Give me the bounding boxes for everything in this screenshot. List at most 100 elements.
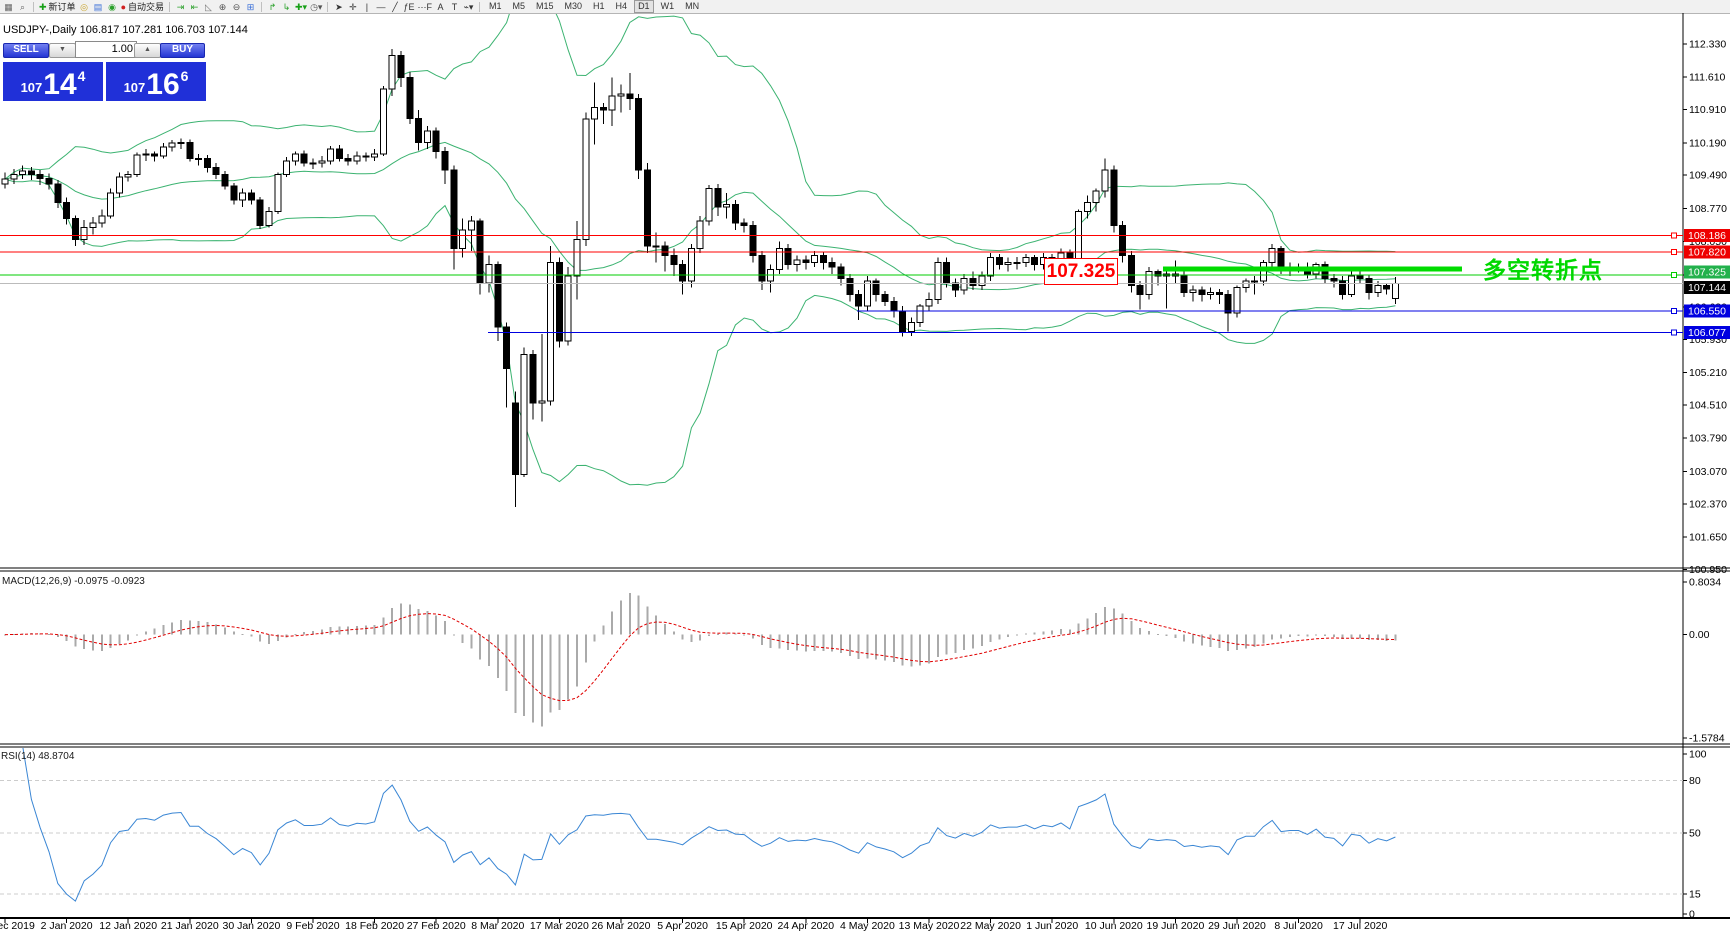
line-handle[interactable] bbox=[1671, 329, 1677, 336]
text-label-icon[interactable]: T bbox=[451, 1, 458, 12]
tile-windows-icon[interactable]: ⊞ bbox=[246, 1, 255, 12]
candle-body bbox=[1136, 284, 1144, 296]
candle-body bbox=[1374, 284, 1382, 293]
line-handle[interactable] bbox=[1671, 232, 1677, 239]
candle-body bbox=[599, 107, 607, 111]
candle-body bbox=[1127, 254, 1135, 286]
auto-scroll-icon[interactable]: ⇤ bbox=[190, 1, 199, 12]
candle-body bbox=[274, 174, 282, 213]
macd-histogram-bar bbox=[1359, 634, 1362, 639]
arrows-icon[interactable]: ⌁▾ bbox=[463, 1, 474, 12]
zoom-in-icon[interactable]: ⊕ bbox=[218, 1, 227, 12]
candle-body bbox=[1233, 287, 1241, 314]
candle-body bbox=[749, 224, 757, 256]
date-label: 5 Apr 2020 bbox=[657, 920, 708, 932]
candle-chart-icon[interactable]: ↳ bbox=[282, 1, 291, 12]
sell-button[interactable]: SELL bbox=[3, 43, 49, 58]
equidistant-channel-icon[interactable]: ⋯F bbox=[417, 1, 432, 12]
fibonacci-icon[interactable]: ƒE bbox=[403, 1, 415, 12]
crosshair-icon[interactable]: ✛ bbox=[349, 1, 357, 12]
macd-histogram-bar bbox=[127, 634, 130, 641]
timeframe-w1[interactable]: W1 bbox=[660, 1, 675, 11]
timeframe-h1[interactable]: H1 bbox=[593, 1, 605, 11]
zoom-out-icon[interactable]: ⊖ bbox=[232, 1, 241, 12]
candle-body bbox=[212, 167, 220, 176]
macd-histogram-bar bbox=[435, 615, 438, 635]
timeframe-m15[interactable]: M15 bbox=[536, 1, 554, 11]
timeframe-mn[interactable]: MN bbox=[685, 1, 700, 11]
macd-histogram-bar bbox=[884, 634, 886, 661]
line-handle[interactable] bbox=[1671, 272, 1677, 279]
volume-input[interactable]: 1.00 bbox=[75, 41, 137, 58]
macd-histogram-bar bbox=[1253, 634, 1256, 648]
candle-body bbox=[300, 153, 308, 164]
candle-body bbox=[907, 321, 915, 333]
zoom-profile-icon[interactable]: ⌕ bbox=[19, 1, 26, 12]
pivot-annotation[interactable]: 多空转折点 bbox=[1483, 258, 1603, 283]
candle-body bbox=[951, 282, 959, 291]
bar-chart-icon[interactable]: ↱ bbox=[268, 1, 277, 12]
chart-window-icon[interactable]: ▦ bbox=[4, 1, 13, 12]
bb-upper-band bbox=[4, 14, 1396, 253]
price-marker-label: 106.077 bbox=[1688, 327, 1726, 339]
vertical-line-icon[interactable]: | bbox=[365, 1, 369, 12]
candle-body bbox=[881, 294, 889, 303]
line-handle[interactable] bbox=[1671, 249, 1677, 256]
market-watch-icon[interactable]: ▤ bbox=[93, 1, 103, 12]
candle-body bbox=[327, 148, 335, 162]
candle-body bbox=[159, 146, 167, 157]
scale-fix-icon[interactable]: ◺ bbox=[205, 1, 212, 12]
timeframe-m5[interactable]: M5 bbox=[512, 1, 525, 11]
candle-body bbox=[863, 280, 871, 307]
autotrade-button[interactable]: ● 自动交易 bbox=[121, 1, 164, 13]
timeframe-menu-icon[interactable]: ◷▾ bbox=[310, 1, 323, 12]
macd-histogram-bar bbox=[1060, 629, 1062, 635]
candle-body bbox=[353, 155, 361, 162]
volume-increase-button[interactable]: ▲ bbox=[134, 43, 161, 58]
macd-histogram-bar bbox=[523, 634, 526, 716]
macd-histogram-bar bbox=[329, 627, 332, 635]
rsi-tick-label: 100 bbox=[1689, 749, 1707, 761]
line-handle[interactable] bbox=[1671, 307, 1677, 314]
shift-end-icon[interactable]: ⇥ bbox=[176, 1, 185, 12]
trendline-icon[interactable]: ╱ bbox=[392, 1, 398, 12]
ask-quote-button[interactable]: 107 16 6 bbox=[106, 62, 206, 101]
macd-histogram-bar bbox=[1121, 613, 1124, 635]
buy-button[interactable]: BUY bbox=[160, 43, 205, 58]
macd-histogram-bar bbox=[276, 634, 279, 642]
text-icon[interactable]: A bbox=[437, 1, 444, 12]
macd-histogram-bar bbox=[1385, 634, 1388, 641]
cursor-icon[interactable]: ➤ bbox=[335, 1, 343, 12]
candle-body bbox=[1110, 169, 1118, 226]
macd-histogram-bar bbox=[312, 630, 314, 635]
bid-pips: 14 bbox=[43, 68, 77, 101]
candle-body bbox=[811, 254, 819, 263]
rsi-panel bbox=[0, 748, 1683, 902]
new-order-button[interactable]: ✚ 新订单 bbox=[39, 1, 76, 13]
signal-icon[interactable]: ◉ bbox=[108, 1, 116, 12]
add-indicator-icon[interactable]: ✚▾ bbox=[295, 1, 308, 12]
price-callout-box[interactable]: 107.325 bbox=[1044, 258, 1118, 285]
timeframe-h4[interactable]: H4 bbox=[615, 1, 628, 11]
timeframe-d1[interactable]: D1 bbox=[634, 0, 654, 13]
candle-body bbox=[978, 275, 986, 286]
candle-body bbox=[1347, 275, 1355, 296]
macd-histogram-bar bbox=[901, 634, 904, 666]
deposit-icon[interactable]: ◎ bbox=[80, 1, 88, 12]
candle-body bbox=[247, 192, 255, 201]
candle-body bbox=[10, 174, 18, 180]
macd-histogram-bar bbox=[734, 633, 737, 635]
date-label: 8 Jul 2020 bbox=[1274, 920, 1323, 932]
chart-title: USDJPY-,Daily 106.817 107.281 106.703 10… bbox=[3, 24, 248, 36]
date-label: 2 Jan 2020 bbox=[41, 920, 93, 932]
timeframe-m1[interactable]: M1 bbox=[488, 1, 502, 11]
macd-histogram-bar bbox=[831, 634, 834, 652]
macd-histogram-bar bbox=[408, 604, 411, 635]
volume-decrease-button[interactable]: ▼ bbox=[49, 43, 76, 58]
bid-quote-button[interactable]: 107 14 4 bbox=[3, 62, 103, 101]
horizontal-line-icon[interactable]: — bbox=[376, 1, 386, 12]
macd-histogram-bar bbox=[136, 634, 138, 636]
macd-histogram-bar bbox=[1306, 634, 1309, 637]
timeframe-m30[interactable]: M30 bbox=[564, 1, 583, 11]
candle-body bbox=[63, 201, 71, 219]
